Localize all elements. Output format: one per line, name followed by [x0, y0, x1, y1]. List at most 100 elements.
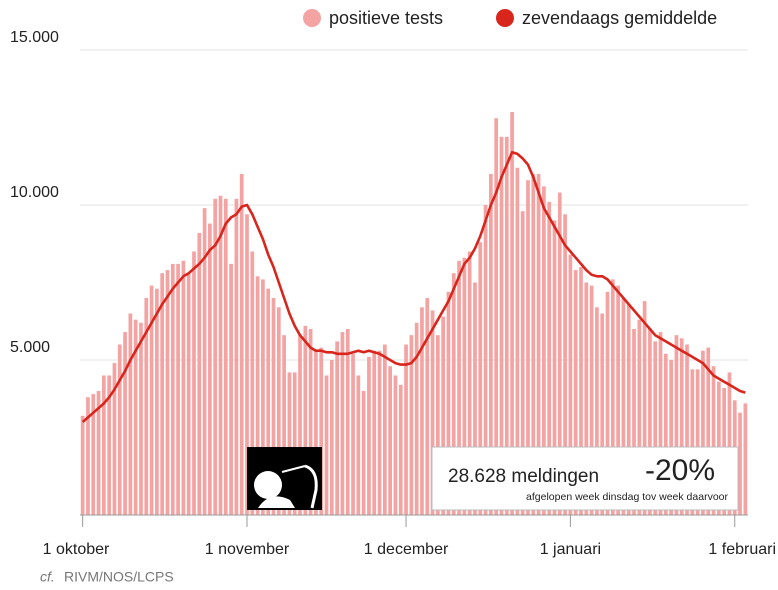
bar — [695, 369, 700, 515]
bar — [478, 242, 483, 515]
annotation-count: 28.628 meldingen — [448, 466, 599, 487]
bar — [345, 329, 350, 515]
bar — [149, 285, 154, 515]
bar — [292, 372, 297, 515]
bar — [382, 344, 387, 515]
bar — [96, 391, 101, 515]
x-tick-label: 1 november — [205, 541, 290, 558]
bar — [462, 257, 467, 515]
bar — [446, 291, 451, 515]
bar — [679, 338, 684, 515]
bar — [743, 403, 748, 515]
bar — [112, 363, 117, 515]
bar — [218, 195, 223, 515]
bar — [573, 270, 578, 515]
bar — [499, 136, 504, 516]
bar — [727, 372, 732, 515]
average-line — [81, 151, 746, 423]
bar — [361, 391, 366, 515]
bar — [706, 347, 711, 515]
bar — [510, 112, 514, 515]
annotation-change: -20% — [645, 454, 715, 487]
bar — [648, 329, 652, 515]
annotation-frame — [431, 446, 739, 511]
bar — [430, 310, 435, 515]
bar — [298, 335, 302, 515]
bar — [600, 313, 605, 515]
bar — [239, 174, 244, 515]
bar — [409, 335, 414, 515]
bar — [595, 307, 599, 515]
bar — [542, 186, 546, 515]
bar — [234, 198, 239, 516]
bar — [653, 341, 658, 515]
bar — [324, 375, 329, 515]
y-tick-label: 5.000 — [10, 339, 50, 356]
bar — [531, 174, 536, 515]
bar — [457, 260, 461, 515]
bar — [451, 273, 456, 515]
bar — [674, 335, 679, 515]
bar — [669, 360, 673, 515]
bar — [563, 214, 567, 516]
swab-icon — [247, 447, 322, 510]
legend-label: positieve tests — [329, 8, 443, 28]
bar — [372, 350, 377, 515]
bar — [632, 329, 636, 515]
y-tick-label: 15.000 — [10, 29, 59, 46]
bar — [685, 344, 689, 515]
bar — [367, 356, 371, 515]
bar — [738, 412, 742, 515]
bar — [483, 205, 488, 515]
bar — [276, 307, 281, 515]
bar — [123, 332, 127, 515]
bar — [494, 118, 499, 515]
bar — [155, 288, 159, 515]
bar — [504, 136, 509, 516]
bar — [181, 260, 186, 515]
bar — [144, 298, 149, 515]
bar — [202, 208, 207, 515]
source-text: RIVM/NOS/LCPS — [64, 569, 174, 585]
bar — [128, 313, 133, 515]
bar — [197, 232, 202, 515]
bar — [605, 291, 610, 515]
bar — [160, 273, 165, 515]
bar — [473, 282, 477, 515]
x-tick-label: 1 januari — [540, 541, 601, 558]
annotation-box: 28.628 meldingen -20% afgelopen week din… — [431, 446, 739, 511]
legend-label: zevendaags gemiddelde — [522, 8, 717, 28]
bar — [261, 279, 265, 515]
plot-area: 5.000 10.000 15.000 1 oktober 1 november 1 de… — [10, 29, 776, 558]
bar — [282, 335, 286, 515]
bar — [356, 375, 361, 515]
bar — [526, 180, 530, 515]
bar — [552, 220, 557, 515]
bar — [568, 254, 573, 515]
bar — [520, 211, 525, 515]
bar — [711, 366, 716, 515]
bar — [271, 298, 276, 515]
bar — [319, 347, 324, 515]
bar — [229, 263, 233, 515]
bar — [250, 251, 255, 515]
bar — [133, 319, 138, 515]
x-tick-label: 1 oktober — [43, 541, 110, 558]
y-tick-label: 10.000 — [10, 184, 59, 201]
bar — [165, 270, 170, 515]
bar — [637, 319, 642, 515]
bar — [340, 332, 345, 515]
bar — [610, 279, 615, 515]
bar — [139, 322, 143, 515]
bar — [308, 329, 313, 515]
legend-swatch — [496, 9, 514, 27]
bar — [557, 192, 562, 515]
bar — [245, 214, 249, 516]
bar — [701, 350, 705, 515]
bar — [388, 366, 392, 515]
bar — [223, 198, 228, 516]
source-prefix: cf. — [40, 569, 55, 585]
bar — [436, 335, 440, 515]
bar — [425, 298, 430, 515]
